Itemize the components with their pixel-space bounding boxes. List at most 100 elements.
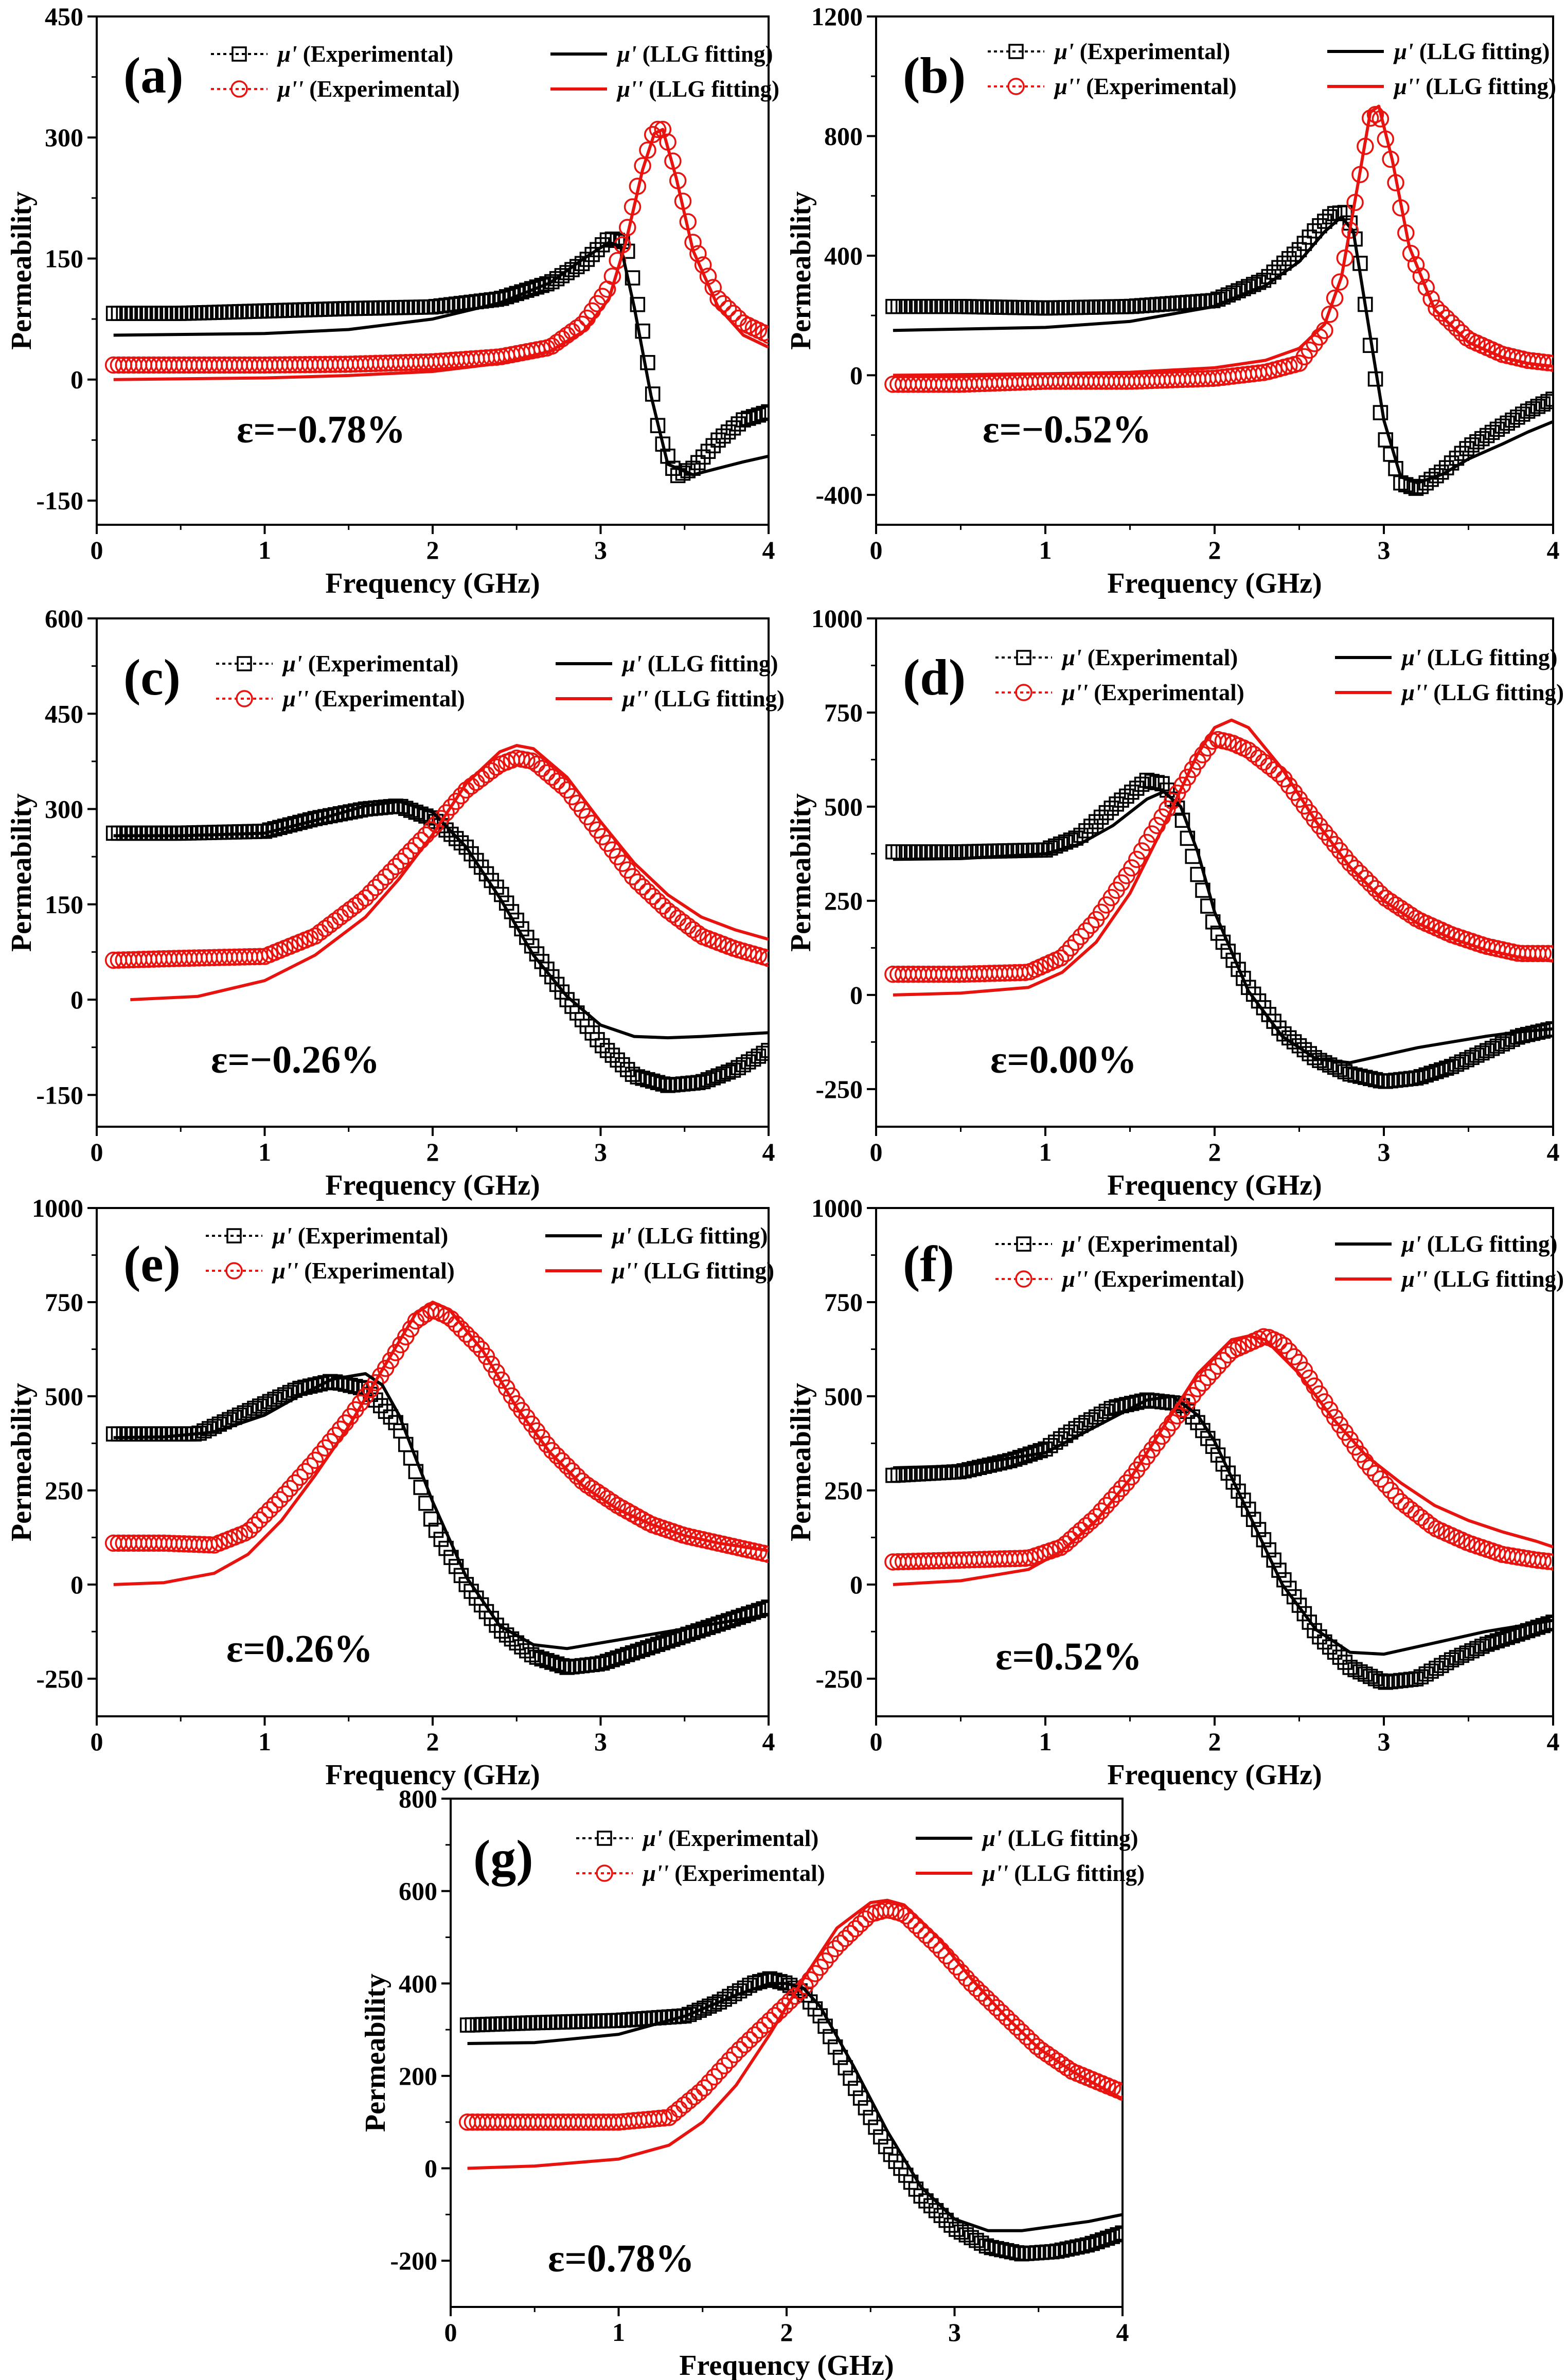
data-point xyxy=(222,824,237,840)
data-point xyxy=(1024,2245,1040,2261)
data-point xyxy=(1275,1337,1293,1354)
data-point xyxy=(1062,939,1080,957)
plot-area xyxy=(884,718,1553,1089)
data-point xyxy=(1438,1060,1454,1076)
data-point xyxy=(1544,1553,1553,1571)
data-point xyxy=(246,1516,263,1534)
data-point xyxy=(247,304,262,319)
strain-label: ε=0.26% xyxy=(226,1627,373,1671)
data-point xyxy=(976,1459,992,1474)
data-point xyxy=(505,2016,521,2031)
data-point xyxy=(885,298,901,314)
data-point xyxy=(363,300,378,316)
data-point xyxy=(282,303,298,318)
y-axis-label: Permeability xyxy=(785,191,817,350)
data-point xyxy=(921,1466,936,1481)
data-point xyxy=(1095,2232,1110,2248)
x-tick-label: 3 xyxy=(1378,536,1391,564)
data-point xyxy=(1144,774,1160,789)
data-point xyxy=(342,900,359,918)
data-point xyxy=(171,825,187,841)
data-point xyxy=(878,2139,894,2155)
plot-area xyxy=(458,1898,1123,2262)
data-point xyxy=(1454,1054,1470,1070)
data-point xyxy=(1494,1036,1510,1052)
data-point xyxy=(232,824,247,840)
x-axis-label: Frequency (GHz) xyxy=(1107,1759,1322,1791)
data-point xyxy=(1544,354,1553,372)
data-point xyxy=(181,305,197,321)
data-point xyxy=(1378,432,1394,448)
legend: μ' (Experimental) μ'' (Experimental) μ' (L… xyxy=(988,39,1556,99)
data-point xyxy=(1428,299,1445,317)
strain-label: ε=−0.26% xyxy=(211,1038,380,1081)
x-tick-label: 4 xyxy=(1116,2318,1129,2347)
data-point xyxy=(956,299,972,314)
data-point xyxy=(1013,2023,1030,2041)
data-point xyxy=(900,298,916,314)
data-point xyxy=(928,2203,944,2218)
data-point xyxy=(645,1638,661,1654)
data-point xyxy=(111,825,127,841)
data-point xyxy=(863,2109,878,2125)
x-axis-label: Frequency (GHz) xyxy=(325,1759,540,1791)
data-point xyxy=(1373,1673,1388,1689)
data-point xyxy=(741,1606,756,1622)
data-point xyxy=(1307,223,1322,239)
data-point xyxy=(606,2013,621,2029)
data-point xyxy=(1124,784,1139,800)
data-point xyxy=(1423,1663,1439,1679)
data-point xyxy=(905,298,921,314)
data-point xyxy=(495,2016,510,2032)
data-point xyxy=(736,412,751,428)
data-point xyxy=(700,1072,716,1088)
data-point xyxy=(206,305,222,320)
data-point xyxy=(1083,819,1099,834)
panel-g: 0 1 2 3 4 -200 0 200 400 600 800 Frequency (GHz) Per… xyxy=(360,1784,1145,2380)
data-point xyxy=(1097,1497,1115,1514)
data-point xyxy=(1099,2230,1115,2246)
data-point xyxy=(1047,300,1063,316)
data-point xyxy=(721,2051,738,2069)
legend-label: μ'' (LLG fitting) xyxy=(621,686,785,712)
x-tick-label: 4 xyxy=(1547,1727,1560,1756)
data-point xyxy=(202,825,217,840)
data-point xyxy=(626,2012,642,2027)
data-point xyxy=(457,1325,475,1343)
data-point xyxy=(946,298,962,314)
data-point xyxy=(951,298,967,314)
legend: μ' (Experimental) μ'' (Experimental) μ' (L… xyxy=(206,1223,774,1284)
data-point xyxy=(625,270,640,286)
data-point xyxy=(751,2021,769,2039)
y-tick-label: 400 xyxy=(399,1969,437,1998)
series-imag-fit-line xyxy=(467,1898,1123,2170)
data-point xyxy=(650,2109,668,2127)
data-point xyxy=(604,1652,620,1667)
data-point xyxy=(1043,300,1058,316)
data-point xyxy=(1064,2240,1080,2256)
data-point xyxy=(1434,1062,1449,1078)
data-point xyxy=(984,2240,1000,2255)
data-point xyxy=(1417,279,1435,296)
data-point xyxy=(1434,1658,1449,1673)
data-point xyxy=(423,299,439,315)
panel-e: 0 1 2 3 4 -250 0 250 500 750 1000 Frequency (GHz) Pe… xyxy=(6,1194,775,1791)
data-point xyxy=(1214,1352,1232,1370)
data-point xyxy=(538,764,556,782)
data-point xyxy=(1520,403,1536,419)
data-point xyxy=(351,893,369,911)
data-point xyxy=(1474,1045,1490,1061)
data-point xyxy=(1362,1668,1378,1684)
data-point xyxy=(217,304,232,320)
data-point xyxy=(1093,809,1109,825)
data-point xyxy=(1047,838,1063,854)
data-point xyxy=(433,1532,449,1547)
data-point xyxy=(624,868,642,885)
data-point xyxy=(1444,1652,1459,1667)
data-point xyxy=(685,2088,703,2106)
y-tick-label: -400 xyxy=(815,481,863,509)
data-point xyxy=(1337,1064,1353,1079)
data-point xyxy=(1103,299,1119,315)
series-real-experimental xyxy=(885,205,1553,496)
data-point xyxy=(1322,209,1338,225)
